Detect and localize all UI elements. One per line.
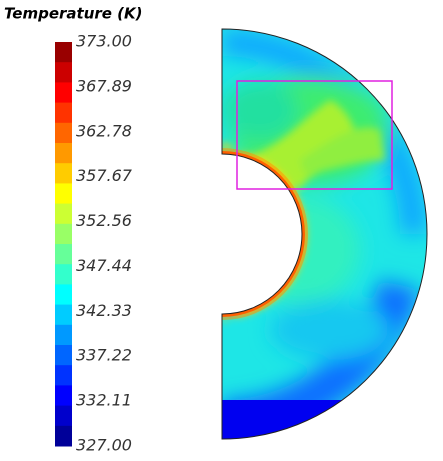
colorbar-band [55,82,72,104]
colorbar-band [55,244,72,265]
colorbar-band [55,284,72,306]
colorbar-band [55,62,72,83]
colorbar-band [55,42,72,63]
colorbar-band [55,223,72,245]
highlight-box [236,80,393,190]
colorbar-band [55,163,72,184]
colorbar-label: 347.44 [76,256,132,275]
colorbar-label: 337.22 [76,346,132,365]
colorbar-label: 327.00 [76,436,132,455]
colorbar-label: 362.78 [76,121,132,140]
colorbar-band [55,183,72,205]
temperature-field [222,29,427,439]
colorbar-band [55,385,72,407]
colorbar-band [55,143,72,164]
colorbar-band [55,122,72,144]
colorbar-band [55,345,72,366]
colorbar-label: 342.33 [76,301,132,320]
colorbar-band [55,304,72,326]
colorbar-band [55,324,72,346]
colorbar-label: 332.11 [76,391,132,410]
colorbar-band [55,102,72,124]
colorbar-band [55,405,72,427]
domain-outline [221,28,428,440]
colorbar-label: 367.89 [76,76,132,95]
colorbar: 373.00 367.89 362.78 357.67 352.56 347.44 342.… [55,32,133,455]
colorbar-band [55,203,72,225]
colorbar-label: 373.00 [76,32,132,51]
colorbar-band [55,365,72,386]
colorbar-band [55,264,72,285]
colorbar-label: 352.56 [76,211,132,230]
colorbar-title: Temperature (K) [4,5,143,23]
colorbar-label: 357.67 [76,166,133,185]
colorbar-band [55,425,72,447]
